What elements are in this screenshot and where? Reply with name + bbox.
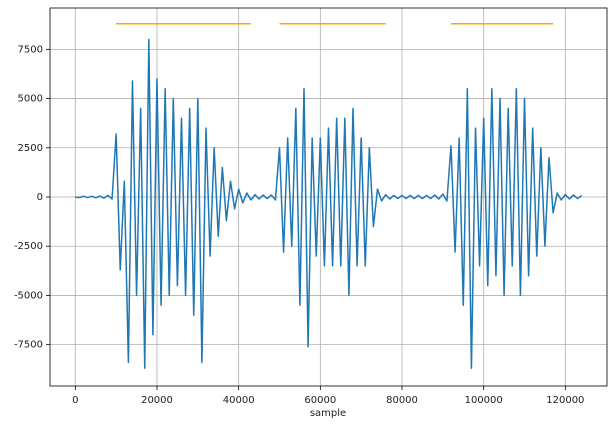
- series-line: [75, 38, 583, 370]
- y-tick-label: 0: [37, 192, 43, 203]
- x-tick-label: 100000: [465, 395, 503, 406]
- x-tick-label: 0: [72, 395, 78, 406]
- x-axis-label: sample: [310, 408, 346, 419]
- y-tick-label: -2500: [14, 241, 43, 252]
- x-tick-label: 120000: [546, 395, 584, 406]
- x-tick-label: 20000: [141, 395, 173, 406]
- y-tick-label: 2500: [18, 143, 43, 154]
- x-tick-label: 60000: [304, 395, 336, 406]
- x-tick-label: 40000: [223, 395, 255, 406]
- y-tick-label: 7500: [18, 44, 43, 55]
- y-tick-label: 5000: [18, 94, 43, 105]
- x-tick-label: 80000: [386, 395, 418, 406]
- plot-frame: [49, 7, 608, 387]
- y-tick-label: -5000: [14, 290, 43, 301]
- y-tick-label: -7500: [14, 340, 43, 351]
